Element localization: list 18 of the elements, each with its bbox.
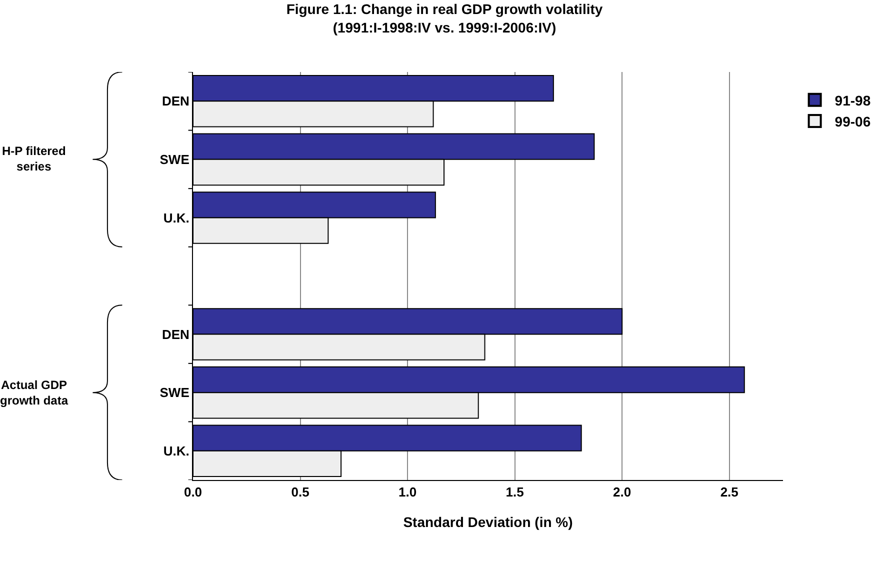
legend-label: 99-06 (834, 114, 871, 130)
x-tick-label: 0.5 (291, 484, 310, 500)
y-tick-label: DEN (162, 94, 190, 109)
chart-title: Figure 1.1: Change in real GDP growth volatility (1991:I-1998:IV vs. 1999:I-2006:IV) (286, 1, 603, 36)
x-tick-label: 2.0 (613, 484, 632, 500)
x-axis-title: Standard Deviation (in %) (403, 514, 573, 530)
y-tick-label: SWE (160, 152, 190, 167)
text: H-P filtered series (2, 144, 66, 174)
legend-label: 91-98 (834, 92, 871, 108)
x-tick-label: 1.5 (506, 484, 524, 500)
y-tick-label: SWE (160, 385, 190, 400)
y-tick-label: U.K. (163, 443, 190, 458)
x-tick-label: 2.5 (720, 484, 738, 500)
y-tick-label: DEN (162, 326, 190, 342)
text: Actual GDP growth data (0, 378, 68, 408)
y-tick-label: U.K. (163, 210, 190, 226)
x-tick-label: 0.0 (184, 484, 202, 500)
x-tick-label: 1.0 (398, 484, 417, 500)
